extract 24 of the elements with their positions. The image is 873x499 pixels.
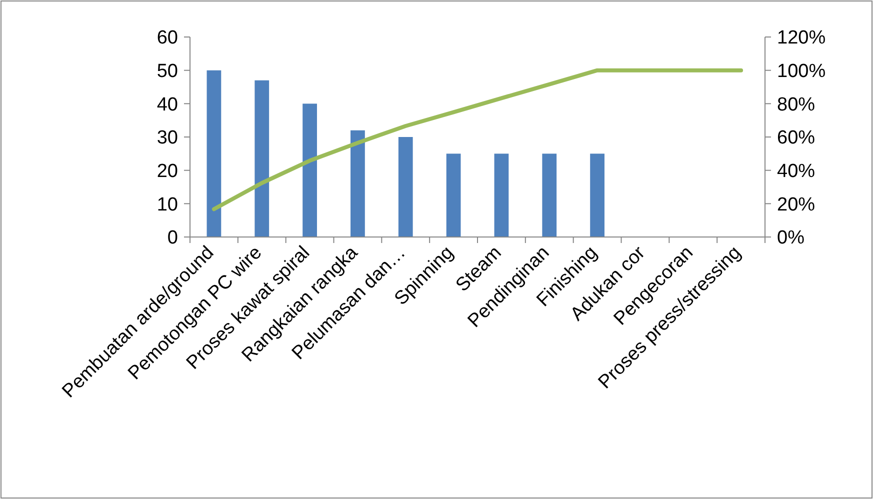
- bar: [302, 104, 317, 237]
- y-tick-label: 10: [156, 194, 178, 216]
- y2-tick-label: 60%: [777, 128, 816, 149]
- y2-tick-label: 120%: [777, 28, 826, 49]
- line-series: [212, 68, 744, 212]
- bar: [350, 130, 365, 237]
- bar: [206, 70, 222, 237]
- y2-tick-label: 80%: [777, 94, 816, 116]
- bar: [494, 154, 509, 237]
- y2-tick-label: 40%: [777, 160, 816, 182]
- y2-tick-label: 0%: [777, 228, 805, 249]
- y-tick-label: 40: [156, 94, 178, 116]
- y-tick-label: 50: [156, 60, 178, 82]
- y-tick-label: 0: [167, 228, 178, 249]
- bar: [542, 154, 557, 237]
- y-tick-label: 20: [156, 160, 178, 182]
- bar: [254, 80, 270, 237]
- y-tick-label: 60: [156, 28, 178, 49]
- bar: [446, 154, 461, 237]
- bar: [590, 154, 604, 237]
- y-tick-label: 30: [156, 128, 178, 149]
- y2-tick-label: 100%: [777, 60, 826, 82]
- bar: [398, 137, 413, 237]
- y2-tick-label: 20%: [777, 194, 816, 216]
